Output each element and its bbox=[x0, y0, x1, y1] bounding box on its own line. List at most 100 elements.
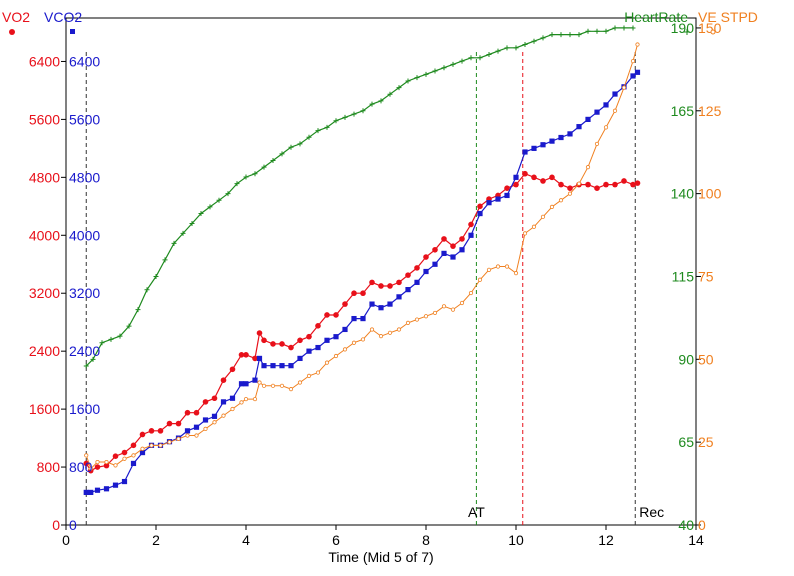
data-point bbox=[432, 246, 438, 253]
data-point bbox=[558, 181, 564, 188]
data-point bbox=[270, 383, 276, 388]
vo2-tick-label: 3200 bbox=[29, 285, 60, 301]
ve-tick-label: 0 bbox=[698, 517, 706, 533]
data-point bbox=[360, 108, 366, 114]
vo2-tick-label: 6400 bbox=[29, 53, 60, 69]
ve-tick-label: 100 bbox=[698, 186, 722, 202]
data-point bbox=[450, 243, 456, 249]
hr-tick-label: 90 bbox=[678, 351, 694, 367]
data-point bbox=[229, 366, 236, 373]
data-point bbox=[130, 460, 137, 467]
series-line bbox=[85, 44, 638, 470]
data-point bbox=[450, 61, 456, 67]
data-point bbox=[252, 377, 258, 383]
data-point bbox=[441, 250, 447, 256]
data-point bbox=[387, 91, 393, 97]
vco2-tick-label: 2400 bbox=[69, 343, 100, 359]
data-point bbox=[630, 25, 636, 31]
data-point bbox=[239, 400, 244, 405]
data-point bbox=[540, 142, 546, 148]
data-point bbox=[351, 315, 357, 322]
data-point bbox=[270, 341, 276, 347]
data-point bbox=[88, 466, 93, 471]
data-point bbox=[324, 312, 330, 318]
data-point bbox=[387, 283, 393, 289]
vo2-tick-label: 4000 bbox=[29, 227, 60, 243]
vco2-tick-label: 1600 bbox=[69, 401, 100, 417]
data-point bbox=[513, 271, 519, 276]
data-point bbox=[189, 220, 195, 226]
data-point bbox=[261, 383, 267, 388]
data-point bbox=[270, 363, 276, 369]
data-point bbox=[157, 428, 164, 434]
data-point bbox=[486, 200, 492, 206]
data-point bbox=[216, 197, 222, 203]
data-point bbox=[576, 124, 582, 130]
data-point bbox=[288, 363, 294, 369]
x-tick-label: 2 bbox=[152, 532, 160, 548]
data-point bbox=[84, 453, 89, 458]
data-point bbox=[279, 341, 285, 347]
data-point bbox=[432, 68, 438, 74]
data-point bbox=[261, 363, 267, 369]
x-tick-label: 0 bbox=[62, 532, 70, 548]
data-point bbox=[333, 353, 339, 359]
data-point bbox=[621, 178, 627, 184]
data-point bbox=[594, 141, 600, 147]
data-point bbox=[396, 294, 402, 300]
data-point bbox=[342, 114, 348, 120]
data-point bbox=[603, 125, 609, 130]
data-point bbox=[351, 290, 357, 297]
data-point bbox=[369, 101, 375, 107]
data-point bbox=[211, 413, 218, 419]
data-point bbox=[504, 45, 510, 51]
data-point bbox=[315, 128, 321, 134]
data-point bbox=[594, 109, 600, 115]
data-point bbox=[88, 489, 94, 496]
legend-hr-label: HeartRate bbox=[624, 9, 688, 25]
data-point bbox=[612, 181, 618, 188]
data-point bbox=[351, 111, 357, 117]
data-point bbox=[396, 327, 402, 332]
data-point bbox=[297, 337, 303, 344]
data-point bbox=[612, 25, 618, 31]
data-point bbox=[261, 337, 267, 344]
data-point bbox=[634, 69, 641, 75]
data-point bbox=[495, 48, 501, 54]
data-point bbox=[135, 307, 141, 313]
data-point bbox=[306, 348, 312, 354]
data-point bbox=[495, 264, 501, 269]
data-point bbox=[342, 301, 348, 307]
data-point bbox=[423, 71, 429, 77]
data-point bbox=[414, 317, 420, 322]
hr-tick-label: 115 bbox=[672, 268, 695, 284]
data-point bbox=[270, 157, 276, 163]
data-point bbox=[360, 290, 366, 297]
data-point bbox=[387, 301, 393, 307]
data-point bbox=[468, 232, 474, 238]
data-point bbox=[167, 440, 172, 445]
series-line bbox=[86, 71, 638, 493]
data-point bbox=[230, 406, 235, 412]
data-point bbox=[184, 428, 191, 434]
data-point bbox=[468, 290, 474, 296]
ve-tick-label: 50 bbox=[698, 351, 714, 367]
data-point bbox=[202, 399, 209, 405]
data-point bbox=[459, 236, 465, 242]
data-point bbox=[257, 380, 262, 385]
data-point bbox=[634, 180, 641, 186]
plot-frame bbox=[65, 17, 697, 526]
data-point bbox=[486, 267, 492, 272]
data-point bbox=[193, 424, 200, 430]
vo2-tick-label: 2400 bbox=[29, 343, 60, 359]
data-point bbox=[477, 210, 483, 217]
ve-tick-label: 125 bbox=[698, 103, 722, 119]
data-point bbox=[297, 141, 303, 147]
x-tick-label: 10 bbox=[508, 532, 524, 548]
legend-hr-marker bbox=[684, 29, 690, 35]
data-point bbox=[477, 203, 483, 210]
data-point bbox=[423, 268, 429, 275]
data-point bbox=[468, 55, 474, 61]
data-point bbox=[486, 51, 492, 57]
